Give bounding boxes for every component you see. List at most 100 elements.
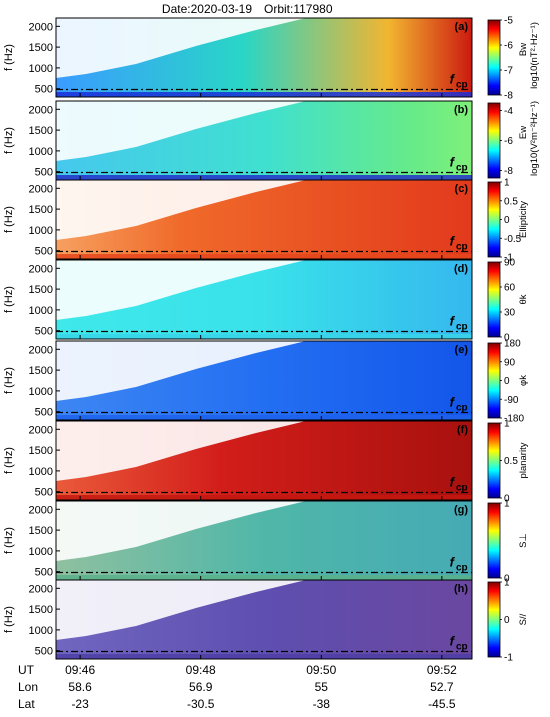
x-row-value: 09:50 [306,663,336,677]
colorbar [487,581,501,658]
sparse-region [56,101,306,161]
colorbar-tick-label: 1 [504,178,510,189]
y-tick-label: 2000 [29,504,53,516]
colorbar-tick-label: 1 [504,578,510,589]
colorbar-tick-label: 0 [504,615,510,626]
panel-frame [55,259,473,340]
y-tick-label: 1000 [29,546,53,558]
panel-f: f cp (f) 500 1000 1500 2000 f (Hz) 1 0.5 0 planarit… [3,419,529,505]
fcp-label-sub: cp [456,403,468,414]
panel-tag: (c) [455,183,469,195]
y-axis-label: f (Hz) [3,206,15,233]
panel-tag: (b) [454,104,468,116]
panel-a: f cp (a) 500 1000 1500 2000 f (Hz) -5 -6 -7 -8 Bw log… [3,16,540,102]
colorbar [487,502,501,579]
sparse-region [56,421,306,481]
fcp-label-sub: cp [456,242,468,253]
colorbar-label: θk [518,294,529,304]
figure-title-orbit: Orbit:117980 [264,2,333,16]
panel-tag: (g) [454,504,468,516]
colorbar-label: Bw [518,43,529,56]
y-tick-label: 1000 [29,146,53,158]
fcp-label: f [450,475,456,490]
panel-h: f cp (h) 500 1000 1500 2000 f (Hz) 1 0 -1 S// [3,578,529,664]
colorbar-label: S// [518,613,529,625]
panel-frame [55,579,473,660]
colorbar [487,181,501,258]
low-frequency-band [56,92,472,97]
colorbar-tick-label: -8 [504,91,513,102]
colorbar-unit-label: log10(V²m⁻²Hz⁻¹) [529,101,540,176]
x-axis-table: UT 09:46 09:48 09:50 09:52 Lon 58.6 56.9 55 52.7 L… [18,663,457,711]
panel-d: f cp (d) 500 1000 1500 2000 f (Hz) 90 60 30 0 θk [3,258,529,344]
panel-tag: (h) [454,583,468,595]
sparse-region [56,180,306,240]
panel-tag: (f) [457,424,468,436]
colorbar-label: S⊥ [518,533,529,548]
x-row-value: 56.9 [189,680,213,694]
y-tick-label: 1500 [29,284,53,296]
y-tick-label: 2000 [29,263,53,275]
x-row-value: -23 [71,697,89,711]
colorbar-label: Ew [518,126,529,139]
x-row-value: -30.5 [187,697,215,711]
sparse-region [56,341,306,401]
x-row-value: 52.7 [430,680,454,694]
low-frequency-band [56,654,472,659]
y-tick-label: 2000 [29,21,53,33]
y-tick-label: 500 [35,84,53,96]
y-tick-label: 1000 [29,225,53,237]
y-axis-label: f (Hz) [3,447,15,474]
colorbar-tick-label: 0 [504,574,510,585]
panel-frame [55,420,473,501]
panel-c: f cp (c) 500 1000 1500 2000 f (Hz) 1 0.5 0 -0.5 -1 El… [3,178,529,264]
colorbar-tick-label: -7 [504,66,513,77]
y-tick-label: 1000 [29,625,53,637]
x-row-value: 55 [315,680,329,694]
x-row-value: -38 [313,697,331,711]
sparse-region [56,501,306,561]
fcp-label: f [450,155,456,170]
x-row-value: 09:46 [65,663,95,677]
y-axis-label: f (Hz) [3,527,15,554]
colorbar [487,261,501,338]
low-frequency-band [56,415,472,420]
panel-e: f cp (e) 500 1000 1500 2000 f (Hz) 180 90 0 -90 -180… [3,339,529,425]
colorbar-tick-label: -6 [504,136,513,147]
y-axis-label: f (Hz) [3,286,15,313]
y-axis-label: f (Hz) [3,44,15,71]
x-row-value: 09:48 [186,663,216,677]
y-tick-label: 1500 [29,42,53,54]
panel-frame [55,340,473,421]
fcp-label-sub: cp [456,483,468,494]
colorbar-tick-label: 0 [504,215,510,226]
colorbar [487,422,501,499]
panel-tag: (d) [454,263,468,275]
colorbar-tick-label: 30 [504,308,516,319]
y-tick-label: 1000 [29,63,53,75]
y-axis-label: f (Hz) [3,606,15,633]
colorbar [487,342,501,419]
x-row-label: UT [18,663,35,677]
colorbar-tick-label: 90 [504,258,516,269]
figure-title-date: Date:2020-03-19 [162,2,252,16]
fcp-label: f [450,314,456,329]
sparse-region [56,260,306,320]
low-frequency-band [56,575,472,580]
low-frequency-band [56,334,472,339]
panel-tag: (e) [455,344,469,356]
panel-tag: (a) [455,21,469,33]
y-tick-label: 1000 [29,386,53,398]
fcp-label-sub: cp [456,642,468,653]
colorbar-tick-label: 90 [504,357,516,368]
y-tick-label: 500 [35,407,53,419]
fcp-label: f [450,395,456,410]
colorbar [487,19,501,96]
x-row-value: 58.6 [68,680,92,694]
colorbar-tick-label: -8 [504,166,513,177]
sparse-region [56,580,306,640]
panel-g: f cp (g) 500 1000 1500 2000 f (Hz) 1 0 S⊥ [3,499,529,585]
y-tick-label: 1000 [29,305,53,317]
